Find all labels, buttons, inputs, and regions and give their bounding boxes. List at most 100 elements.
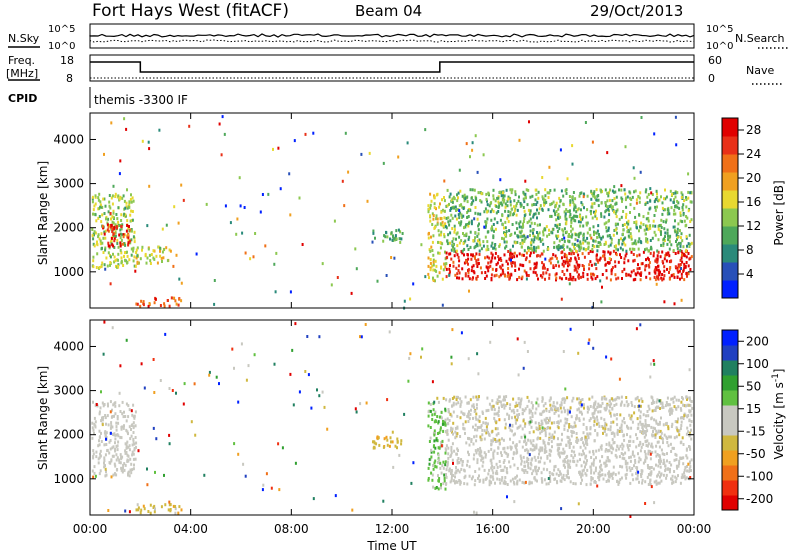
power-cell [607, 226, 610, 230]
power-cell [148, 302, 151, 305]
vel-cell [485, 476, 488, 480]
power-cell [277, 146, 280, 150]
power-cell [505, 240, 508, 244]
vel-cell [592, 415, 595, 419]
vel-cell [477, 372, 480, 376]
vel-cell [437, 487, 440, 491]
power-cell [474, 134, 477, 138]
power-cell [463, 199, 466, 203]
vel-cell [323, 405, 326, 409]
power-cell [456, 208, 459, 212]
vel-cell [649, 478, 652, 482]
vel-cell [565, 474, 568, 478]
power-cell [109, 240, 112, 244]
vel-cell [580, 464, 583, 468]
power-cell [607, 228, 610, 232]
power-cell [431, 212, 434, 216]
power-cell [633, 221, 636, 224]
power-cell [489, 210, 492, 214]
power-cell [588, 228, 591, 231]
vel-cell [115, 468, 118, 472]
power-cell [169, 249, 172, 253]
vel-cell [421, 347, 424, 351]
vel-cell [429, 409, 432, 413]
power-cell [545, 200, 548, 204]
vel-cell [431, 478, 434, 482]
figure-title: Fort Hays West (fitACF) [92, 1, 289, 21]
vel-cell [546, 454, 549, 458]
vel-cell [638, 404, 641, 408]
vel-cell [655, 421, 658, 425]
power-cell [670, 274, 673, 278]
vel-cell [522, 366, 525, 370]
vel-cell [450, 476, 453, 480]
vel-cell [665, 473, 668, 477]
power-cell [657, 227, 660, 231]
power-cell [112, 209, 115, 213]
power-cell [144, 252, 147, 256]
vel-cell [464, 431, 466, 435]
date-label: 29/Oct/2013 [590, 2, 683, 20]
vel-cell [360, 335, 363, 339]
power-cell [465, 142, 468, 146]
vel-cell [633, 464, 635, 468]
vel-cell [615, 397, 618, 401]
power-cell [516, 208, 519, 212]
vel-cell [408, 356, 411, 360]
power-cell [640, 221, 643, 225]
vel-cell [508, 425, 511, 429]
power-cell [631, 242, 634, 246]
power-cell [565, 230, 568, 234]
power-cell [463, 247, 466, 251]
power-cell [646, 224, 649, 228]
power-cell [663, 269, 666, 273]
vel-cell [556, 481, 559, 485]
power-cell [432, 263, 435, 267]
power-cell [392, 235, 395, 239]
vel-cell [556, 401, 559, 405]
power-cell [557, 244, 560, 248]
vel-cell [534, 469, 537, 473]
vel-cell [428, 462, 431, 466]
power-cell [455, 249, 458, 253]
power-cell [577, 244, 580, 248]
vel-cell [650, 466, 653, 469]
power-cell [122, 233, 125, 237]
vel-cell [129, 437, 132, 441]
vel-cell [481, 433, 484, 437]
vel-cell [690, 458, 693, 462]
power-cell [567, 261, 569, 264]
power-cell [483, 225, 486, 229]
power-cell [679, 258, 682, 262]
vel-cell [461, 463, 464, 467]
power-cell [677, 201, 680, 205]
vel-cell [671, 446, 674, 450]
power-cell [586, 273, 589, 277]
power-cell [486, 199, 488, 203]
vel-cell [519, 405, 522, 409]
vel-cell [577, 407, 580, 411]
vel-cell [153, 391, 156, 394]
power-cell [429, 261, 432, 265]
vel-cell [653, 501, 656, 505]
power-cell [509, 254, 512, 258]
power-cell [461, 251, 464, 255]
vel-cell [620, 476, 623, 480]
power-cell [644, 248, 646, 252]
power-cell [596, 229, 599, 233]
vel-cell [533, 476, 536, 480]
vel-cell [577, 502, 580, 506]
vel-cell [569, 425, 572, 428]
vel-cell [495, 412, 498, 416]
power-cell [513, 255, 516, 259]
power-cell [567, 277, 570, 281]
power-cell [453, 228, 456, 232]
vel-cell [511, 429, 513, 433]
vel-cell [93, 465, 96, 469]
vel-cell [442, 460, 445, 464]
power-cell [656, 196, 659, 199]
vel-cell [527, 399, 530, 403]
power-cell [582, 224, 585, 228]
power-cell [509, 248, 512, 252]
power-cell [611, 205, 614, 209]
